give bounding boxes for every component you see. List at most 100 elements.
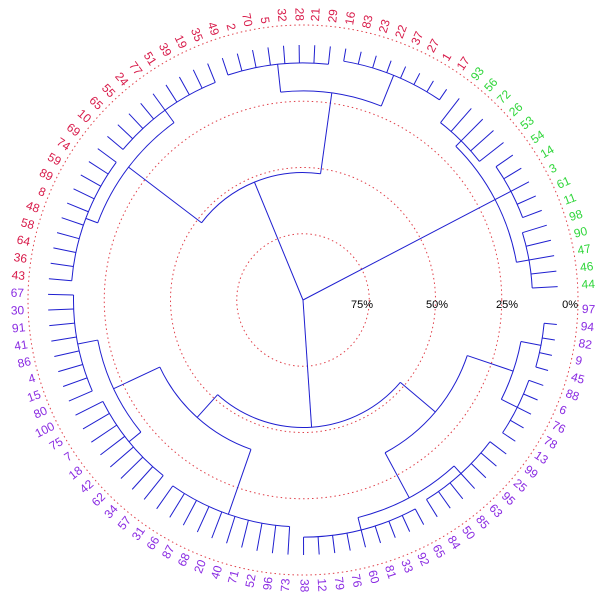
tree-branch [453,465,462,474]
leaf-label: 81 [382,563,399,580]
leaf-label: 54 [528,127,547,146]
tree-branch [510,419,524,429]
tree-branch [360,529,366,548]
tree-branch [169,493,185,518]
tree-branch [439,89,448,101]
tree-branch [48,293,74,296]
leaf-label: 97 [582,302,596,316]
tree-branch [54,350,80,357]
tree-branch [277,64,282,93]
leaf-label: 51 [141,49,160,68]
leaf-label: 20 [191,557,209,575]
leaf-label: 16 [342,10,358,26]
tree-branch [156,485,174,510]
leaf-label: 79 [332,576,348,591]
tree-branch [494,190,512,201]
leaf-label: 45 [569,370,586,387]
tree-branch [528,255,555,261]
leaf-label: 4 [27,371,38,386]
tree-branch [178,76,190,96]
leaf-label: 85 [473,513,492,532]
leaf-label: 44 [581,277,595,292]
leaf-label: 15 [25,387,43,405]
tree-branch [50,262,74,268]
tree-branch [502,432,516,442]
leaf-label: 19 [172,33,191,51]
scale-rings [27,24,579,576]
tree-branch [182,500,197,526]
leaf-label: 76 [550,418,568,437]
tree-branch [528,379,544,386]
tree-branch [61,217,84,226]
tree-arc [97,339,142,433]
tree-branch [535,366,549,372]
tree-branch [343,48,347,62]
leaf-label: 41 [13,337,29,353]
tree-branch [109,446,134,468]
tree-branch [480,452,497,467]
tree-branch [357,51,362,65]
leaf-label: 8 [36,184,48,200]
leaf-label: 75 [47,434,66,453]
tree-branch [400,381,436,413]
tree-branch [346,532,351,551]
leaf-label: 1 [439,50,455,63]
scale-labels: 75% 50% 25% 0% [351,299,578,311]
tree-branch [357,517,362,531]
tree-branch [80,174,102,187]
tree-branch [544,322,557,326]
tree-branch [489,441,507,455]
tree-branch [73,188,95,200]
tree-branch [426,80,434,93]
tree-branch [77,339,98,345]
tree-arc [71,161,117,281]
leaf-label: 90 [572,224,589,241]
leaf-label: 22 [392,23,410,41]
tree-branch [282,45,286,64]
leaf-label: 37 [408,29,426,47]
tree-branch [532,286,558,289]
leaf-label: 2 [223,22,238,32]
tree-branch [384,452,410,498]
leaf-label: 46 [579,259,594,274]
tree-branch [495,154,514,168]
tree-branch [523,393,538,401]
scale-label-25: 25% [496,299,518,311]
leaf-label: 83 [359,13,376,30]
tree-arc [455,145,517,263]
tree-arc [201,172,321,224]
tree-branch [460,118,484,142]
tree-branch [516,195,536,205]
tree-branch [227,449,252,515]
tree-branch [380,75,395,107]
tree-branch [85,217,98,224]
tree-branch [75,400,104,416]
tree-branch [374,525,382,544]
tree-branch [49,322,75,327]
tree-branch [516,259,530,263]
leaf-label: 30 [11,303,25,318]
leaf-label: 70 [239,12,255,28]
scale-ring [170,167,436,433]
tree-branch [164,109,175,123]
tree-branch [313,45,316,64]
tree-branch [196,394,218,418]
tree-branch [53,247,76,254]
tree-branch [91,424,118,443]
tree-branch [388,520,396,538]
leaf-label: 74 [54,135,73,154]
tree-branch [221,57,229,76]
tree-branch [253,181,304,301]
leaf-label: 91 [11,320,26,335]
leaf-label: 13 [532,448,551,467]
tree-branch [503,167,522,180]
tree-branch [413,73,421,85]
leaf-label: 58 [19,215,36,232]
tree-branch [207,63,216,83]
leaf-label: 60 [365,569,382,586]
tree-arc [122,81,216,150]
tree-branch [479,142,504,162]
tree-branch [449,482,464,500]
tree-arc [343,60,440,101]
scale-ring [236,233,370,367]
